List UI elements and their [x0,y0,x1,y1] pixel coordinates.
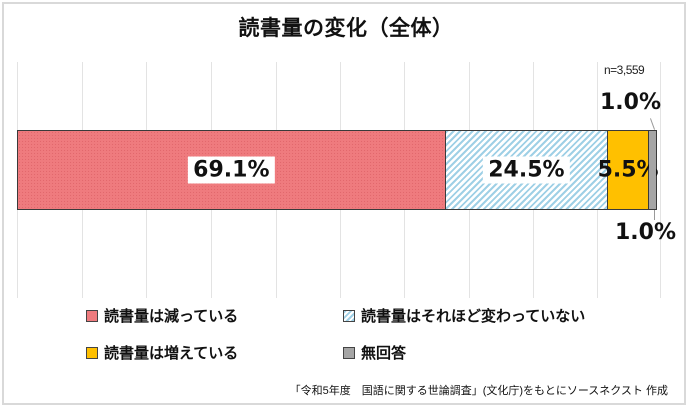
legend-swatch-hatch-icon [343,309,355,322]
chart-title: 読書量の変化（全体） [238,16,454,40]
legend-label: 無回答 [361,344,407,362]
segment-decreased[interactable]: 69.1% [18,131,446,209]
no-answer-top-label: 1.0% [600,90,662,115]
segment-decreased-value: 69.1% [188,156,275,184]
segment-increased-value: 5.5% [597,157,659,183]
legend-label: 読書量はそれほど変わっていない [361,307,586,325]
legend-item-increased: 読書量は増えている [86,342,238,363]
legend-swatch-red-icon [86,309,98,322]
segment-unchanged[interactable]: 24.5% [445,131,609,209]
segment-no-answer[interactable] [649,131,656,209]
legend-label: 読書量は減っている [104,307,239,325]
source-note: 「令和5年度 国語に関する世論調査」(文化庁)をもとにソースネクスト 作成 [289,385,668,397]
legend-label: 読書量は増えている [104,344,239,362]
segment-increased[interactable]: 5.5% [598,131,659,209]
segment-unchanged-value: 24.5% [483,156,570,184]
legend-item-unchanged: 読書量はそれほど変わっていない [343,305,585,326]
gridline [660,62,661,298]
no-answer-bottom-label: 1.0% [615,220,677,245]
legend-swatch-gray-icon [343,346,355,359]
leader-line-bottom [654,210,655,220]
legend-item-decreased: 読書量は減っている [86,305,238,326]
stacked-bar: 69.1% 24.5% 5.5% [17,130,659,210]
sample-size-label: n=3,559 [604,63,645,77]
legend-item-no-answer: 無回答 [343,342,406,363]
legend-swatch-yellow-icon [86,346,98,359]
